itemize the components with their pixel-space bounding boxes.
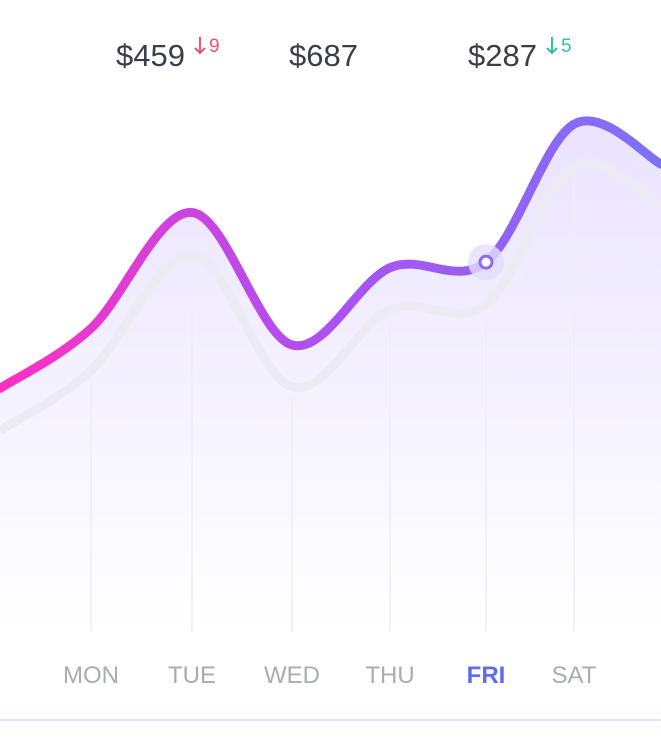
down-arrow xyxy=(194,37,206,55)
x-tick-label: THU xyxy=(365,662,414,689)
down-arrow xyxy=(546,37,558,55)
highlight-point xyxy=(478,254,494,270)
change-label: 5 xyxy=(561,36,572,57)
line xyxy=(0,116,661,393)
area xyxy=(0,120,661,632)
x-tick-label: WED xyxy=(264,662,320,689)
x-tick-label: FRI xyxy=(467,662,506,689)
price-label: $459 xyxy=(116,38,185,73)
change-label: 9 xyxy=(209,36,220,57)
price-label: $287 xyxy=(468,38,537,73)
x-tick-label: MON xyxy=(63,662,119,689)
line-shadow xyxy=(0,158,661,435)
change-indicator: 9 xyxy=(194,36,220,57)
price-label: $687 xyxy=(289,38,358,73)
x-tick-label: TUE xyxy=(168,662,216,689)
change-indicator: 5 xyxy=(546,36,572,57)
x-tick-label: SAT xyxy=(552,662,597,689)
